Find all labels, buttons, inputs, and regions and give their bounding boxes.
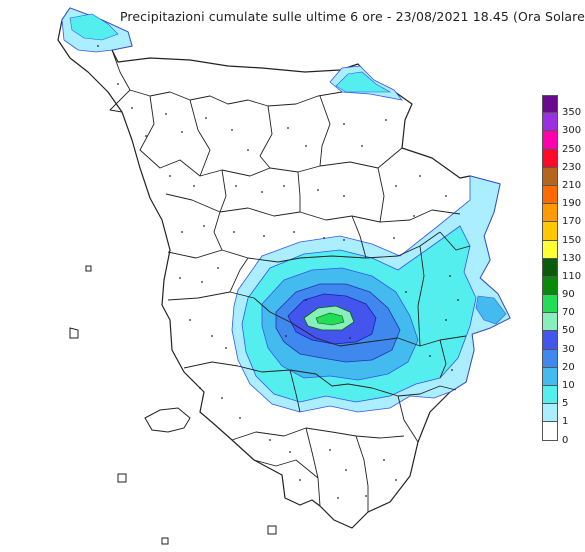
- legend-label: 300: [562, 125, 582, 137]
- legend-swatch: [542, 313, 558, 332]
- legend-item: 350: [541, 95, 585, 118]
- rain-zone-70mm: [315, 312, 345, 326]
- island-capraia: [69, 327, 79, 339]
- legend-item: 170: [541, 204, 585, 227]
- legend-item: 10: [541, 367, 585, 391]
- legend-label: 110: [562, 270, 582, 282]
- legend-item: 300: [541, 113, 585, 136]
- island-pianosa: [117, 473, 127, 483]
- legend-swatch: [542, 149, 558, 168]
- legend-label: 150: [562, 234, 582, 246]
- island-elba: [144, 407, 191, 433]
- legend-label: 350: [562, 107, 582, 119]
- rain-zone-5mm-northwest: [69, 13, 119, 41]
- legend-swatch: [542, 240, 558, 259]
- legend-swatch: [542, 349, 558, 368]
- legend-label: 170: [562, 216, 582, 228]
- legend-swatch: [542, 367, 558, 386]
- legend-label: 70: [562, 307, 575, 319]
- legend-label: 250: [562, 143, 582, 155]
- legend-item: 230: [541, 149, 585, 173]
- rain-zone-10mm-east: [475, 295, 507, 325]
- legend-label: 20: [562, 361, 575, 373]
- precipitation-legend: 350 300 250 230 210 190 170 150 130 110 90 70 50 30 20…: [541, 95, 585, 446]
- legend-label: 210: [562, 179, 582, 191]
- legend-label: 50: [562, 325, 575, 337]
- rain-zone-5mm-north: [335, 71, 392, 93]
- legend-item: 20: [541, 349, 585, 373]
- province-boundaries: [109, 49, 471, 512]
- station-markers: [97, 45, 459, 499]
- legend-item: 50: [541, 313, 585, 336]
- legend-swatch: [542, 404, 558, 423]
- legend-swatch: [542, 95, 558, 114]
- legend-item: 30: [541, 331, 585, 355]
- legend-swatch: [542, 386, 558, 405]
- legend-item: 1: [541, 404, 585, 427]
- legend-label: 90: [562, 289, 575, 301]
- legend-label: 0: [562, 434, 569, 446]
- legend-label: 30: [562, 343, 575, 355]
- map-title: Precipitazioni cumulate sulle ultime 6 o…: [120, 9, 585, 24]
- legend-swatch: [542, 185, 558, 205]
- legend-swatch: [542, 331, 558, 350]
- legend-label: 190: [562, 198, 582, 210]
- legend-item: 150: [541, 222, 585, 246]
- legend-label: 230: [562, 161, 582, 173]
- island-giannutri: [161, 537, 169, 545]
- legend-item: 5: [541, 386, 585, 409]
- legend-label: 5: [562, 398, 569, 410]
- legend-swatch: [542, 295, 558, 314]
- island-giglio: [267, 525, 277, 535]
- legend-item: 0: [541, 422, 585, 446]
- legend-swatch: [542, 222, 558, 241]
- legend-swatch: [542, 258, 558, 277]
- legend-swatch: [542, 422, 558, 441]
- legend-swatch: [542, 131, 558, 150]
- legend-swatch: [542, 167, 558, 186]
- legend-swatch: [542, 204, 558, 223]
- legend-item: 110: [541, 258, 585, 282]
- legend-item: 130: [541, 240, 585, 264]
- legend-item: 70: [541, 295, 585, 318]
- legend-item: 250: [541, 131, 585, 155]
- legend-item: 190: [541, 185, 585, 209]
- legend-swatch: [542, 276, 558, 296]
- legend-label: 10: [562, 380, 575, 391]
- legend-swatch: [542, 113, 558, 132]
- legend-label: 1: [562, 416, 569, 428]
- legend-label: 130: [562, 252, 582, 264]
- legend-item: 90: [541, 276, 585, 300]
- legend-item: 210: [541, 167, 585, 191]
- island-gorgona: [85, 265, 92, 272]
